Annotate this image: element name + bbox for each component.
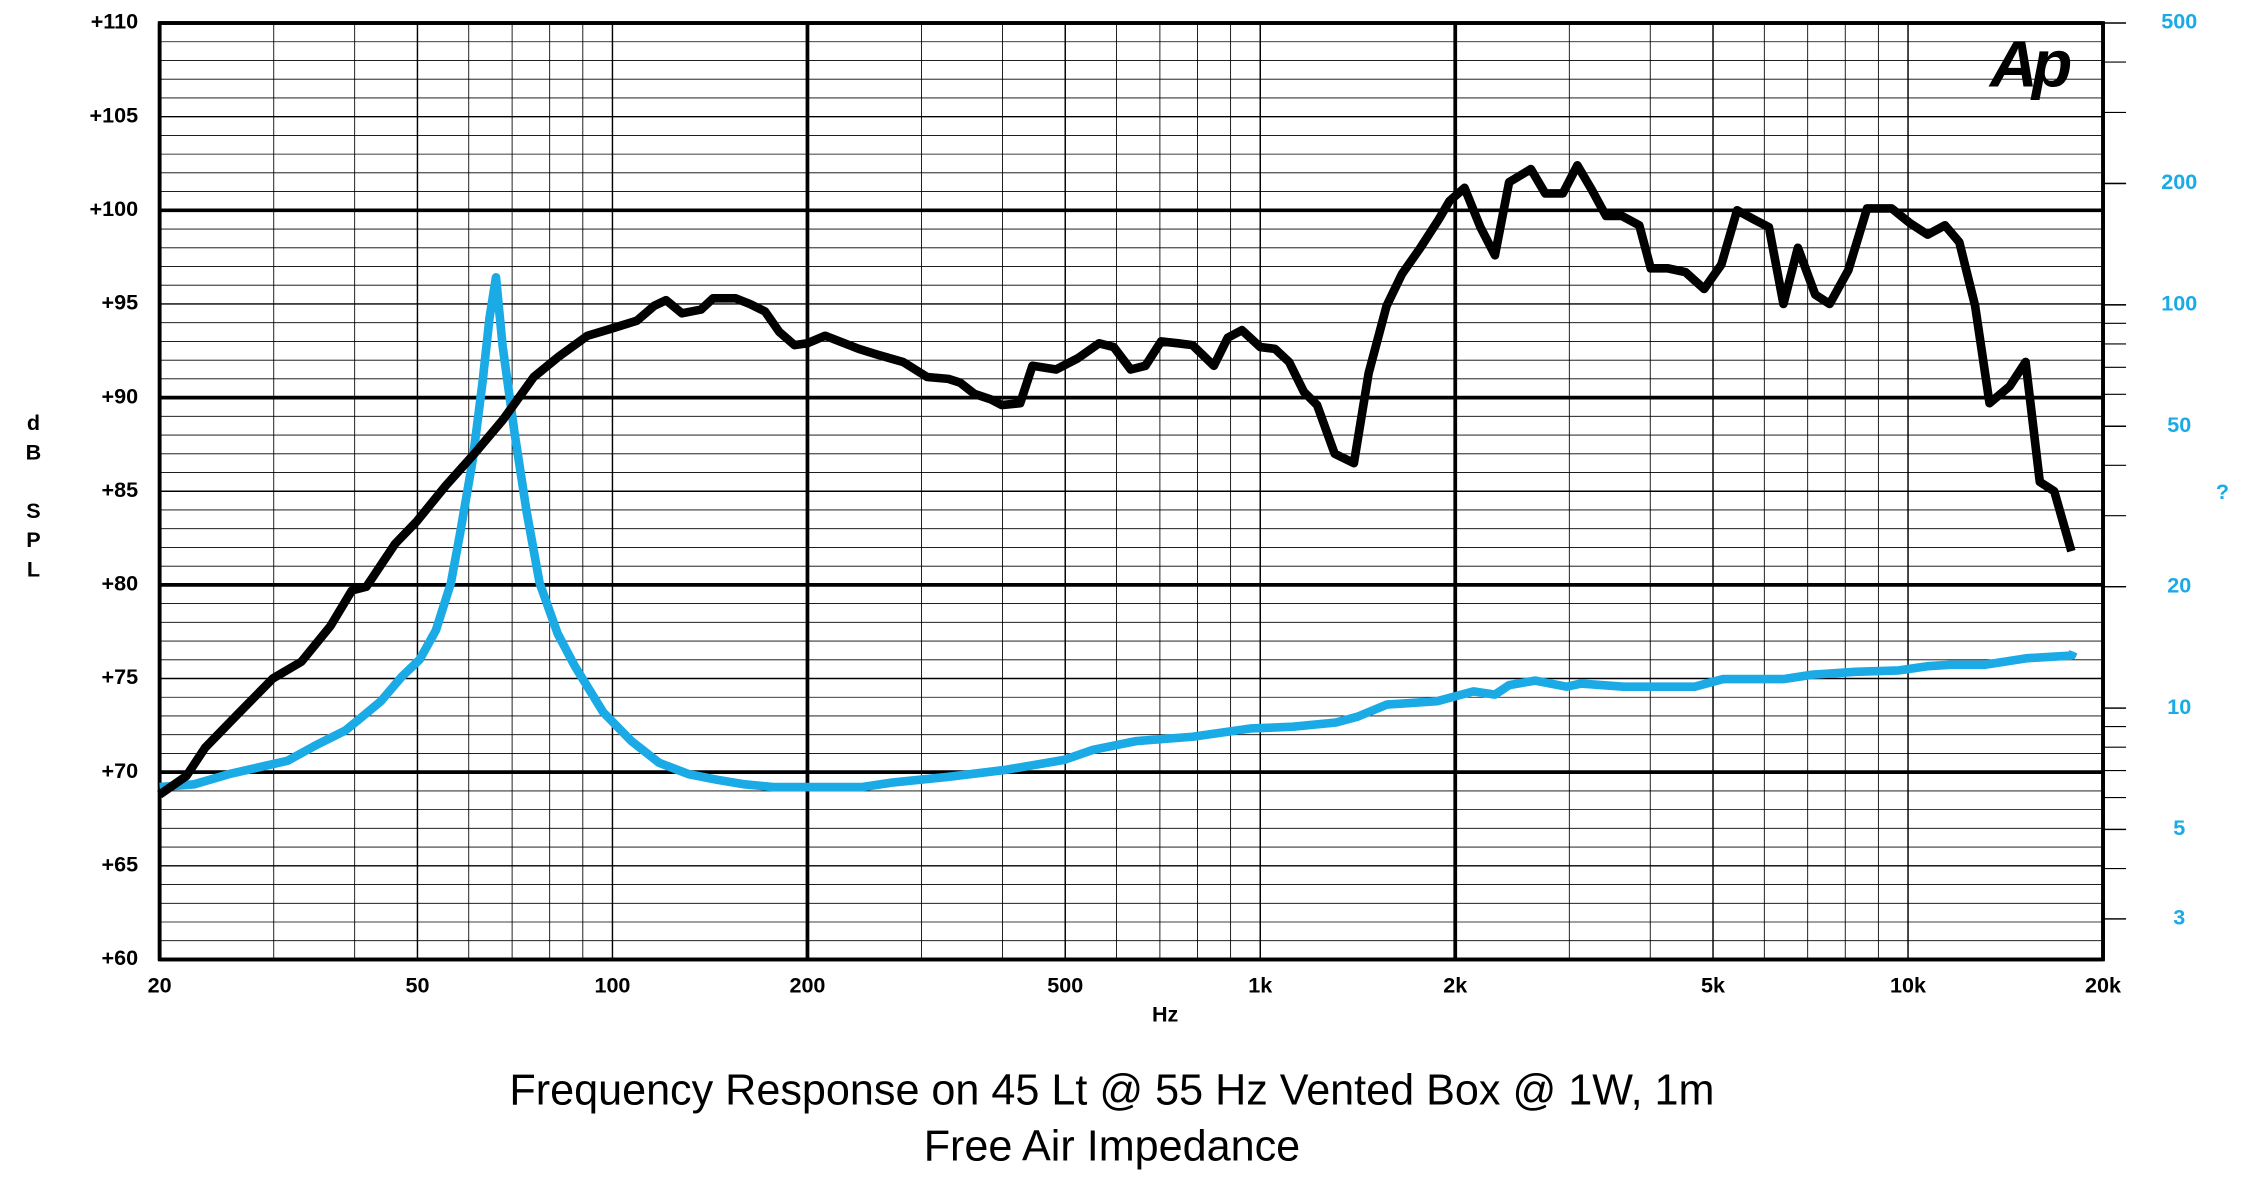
x-tick-label: 200 <box>789 972 825 997</box>
data-line <box>157 161 2076 799</box>
y2-tick-label: 500 <box>2161 9 2197 34</box>
x-tick-label: 20 <box>148 972 172 997</box>
y-tick-label: +80 <box>102 571 139 596</box>
y-tick-label: +75 <box>102 664 139 689</box>
x-tick-label: 500 <box>1047 972 1083 997</box>
y2-tick-label: 200 <box>2161 169 2197 194</box>
chart-subtitle: Free Air Impedance <box>924 1123 1300 1171</box>
y-tick-label: +95 <box>102 290 139 315</box>
y2-tick-label: 5 <box>2173 815 2185 840</box>
y-tick-label: +90 <box>102 383 139 408</box>
x-tick-label: 5k <box>1701 972 1726 997</box>
y2-tick-label: 20 <box>2167 572 2191 597</box>
x-axis-label: Hz <box>1152 1001 1178 1026</box>
y2-tick-label: 10 <box>2167 694 2191 719</box>
plot-frame <box>157 21 2105 962</box>
y-tick-label: +100 <box>90 196 139 221</box>
y2-tick-label: 100 <box>2161 291 2197 316</box>
data-line <box>159 273 2078 792</box>
x-tick-label: 10k <box>1890 972 1927 997</box>
x-tick-label: 1k <box>1248 972 1273 997</box>
y-tick-label: +85 <box>102 477 139 502</box>
x-tick-label: 100 <box>594 972 630 997</box>
x-tick-label: 50 <box>405 972 429 997</box>
y-tick-label: +65 <box>102 852 139 877</box>
logo: Ap <box>1988 28 2071 102</box>
y2-tick-label: 50 <box>2167 412 2191 437</box>
y2-axis-label: ? <box>2216 479 2229 504</box>
x-tick-label: 20k <box>2085 972 2122 997</box>
y-tick-label: +105 <box>90 102 139 127</box>
y-tick-label: +110 <box>91 9 138 34</box>
y-tick-label: +70 <box>102 758 139 783</box>
x-tick-label: 2k <box>1443 972 1468 997</box>
y-tick-label: +60 <box>102 945 139 970</box>
y2-tick-label: 3 <box>2173 905 2185 930</box>
chart-title: Frequency Response on 45 Lt @ 55 Hz Vent… <box>509 1067 1714 1115</box>
y-axis-label: dB SPL <box>21 410 46 586</box>
